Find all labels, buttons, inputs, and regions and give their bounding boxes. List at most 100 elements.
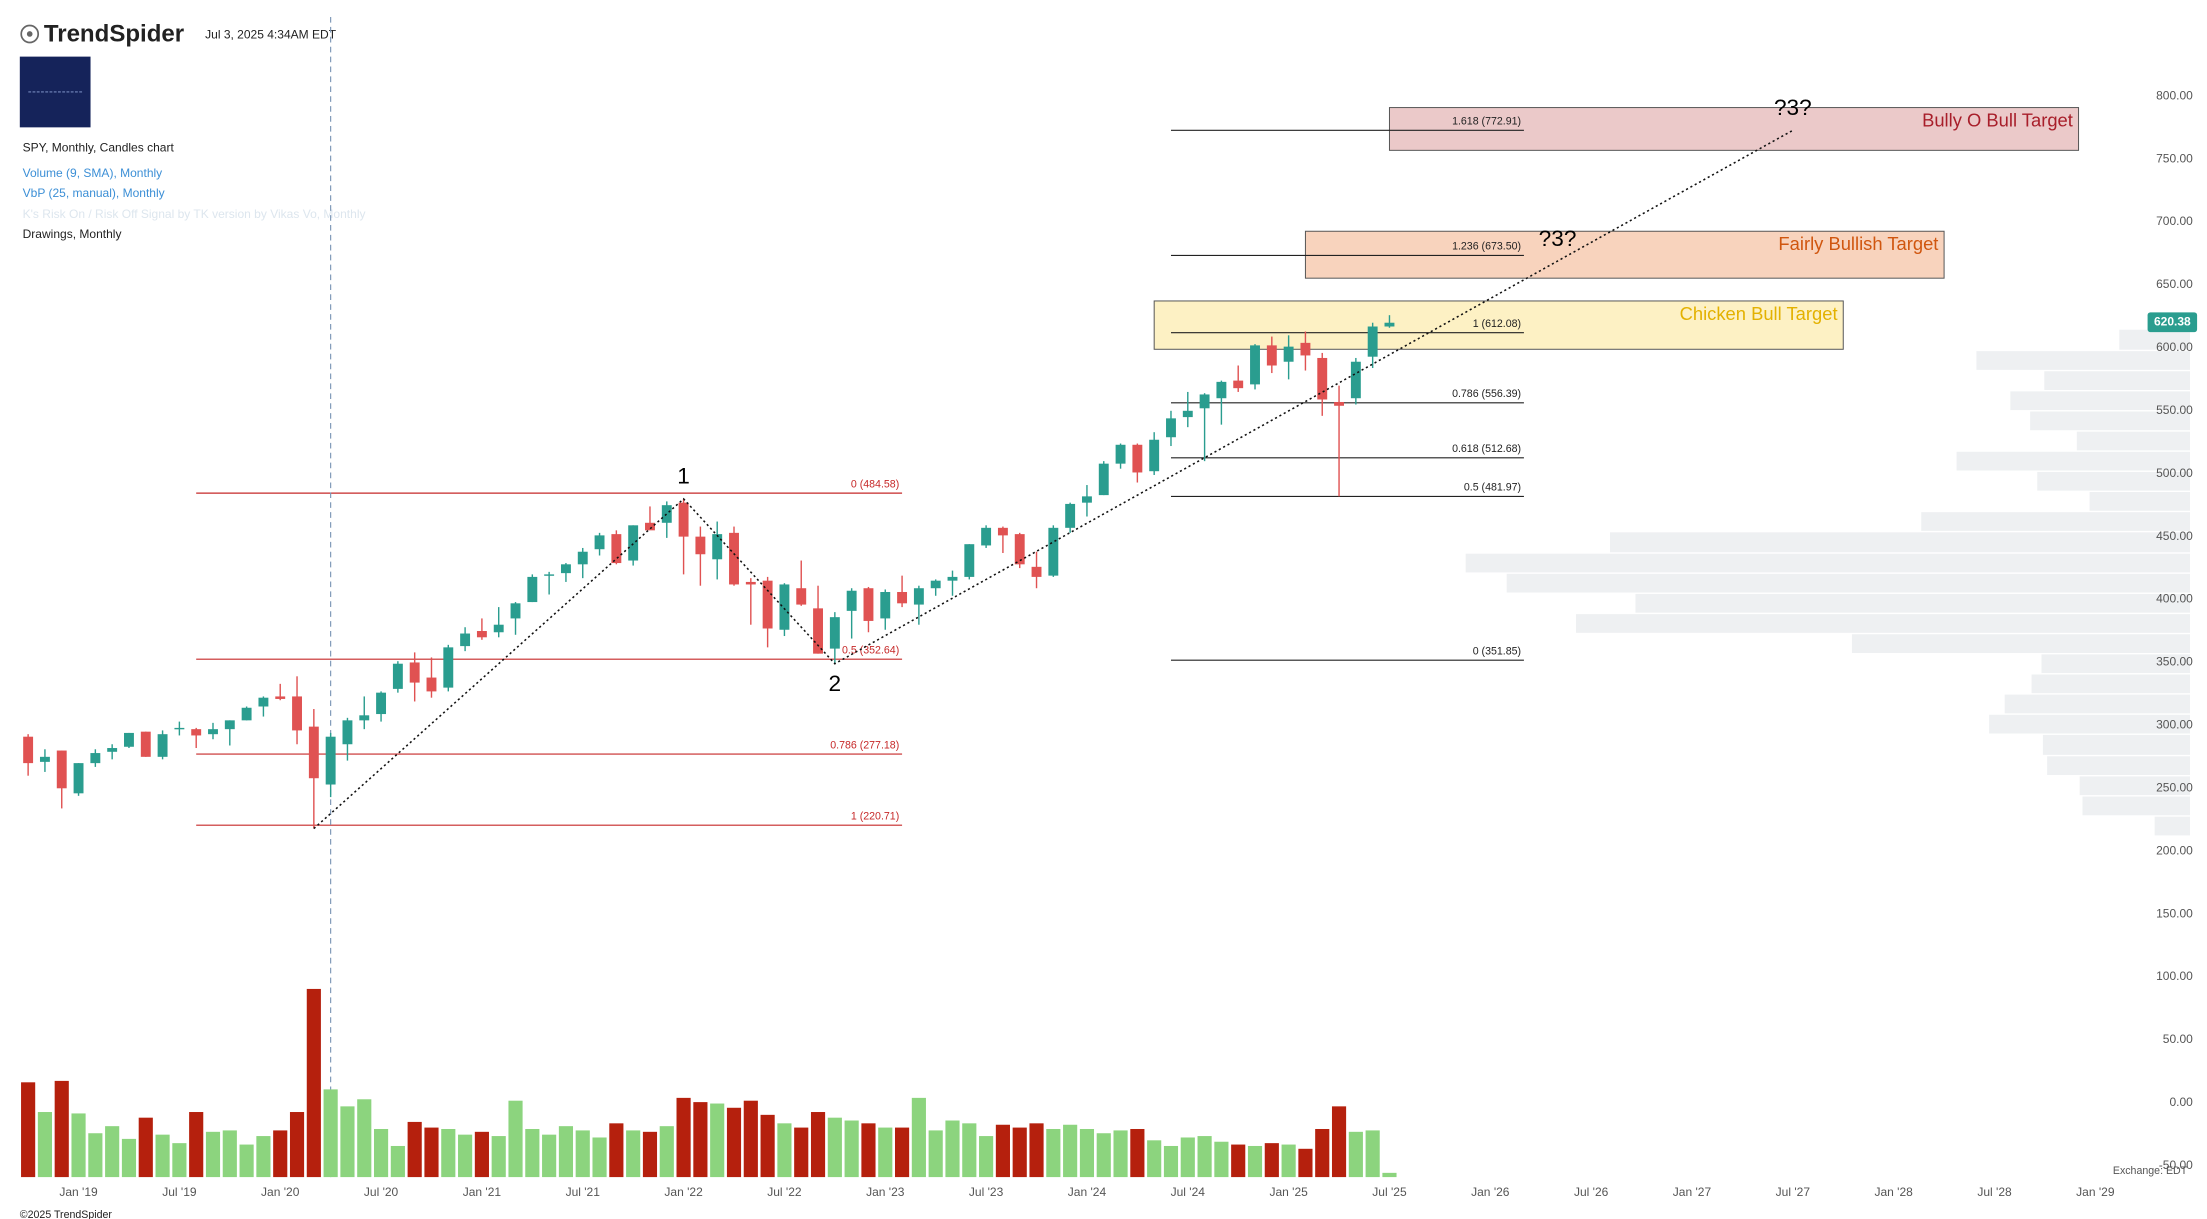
y-tick-label: 0.00 [2169, 1095, 2193, 1109]
volume-bar [693, 1102, 708, 1178]
volume-profile-bar [1506, 573, 2191, 593]
volume-bar [575, 1130, 590, 1178]
volume-profile-bar [2089, 492, 2191, 511]
y-tick-label: 800.00 [2156, 88, 2193, 102]
volume-bar [542, 1134, 557, 1178]
candle-body [224, 720, 235, 730]
candle-body [981, 527, 992, 546]
candle-body [913, 588, 924, 605]
x-tick-label: Jul '28 [1977, 1185, 2012, 1199]
volume-bar [458, 1134, 473, 1178]
volume-bar [659, 1126, 674, 1178]
volume-bar [1180, 1137, 1195, 1178]
brand: TrendSpider [44, 21, 184, 48]
candle-body [325, 736, 336, 785]
y-tick-label: 650.00 [2156, 277, 2193, 291]
volume-bar [726, 1107, 742, 1178]
candle-body [1031, 566, 1042, 577]
candle-body [174, 727, 185, 730]
volume-profile-bar [2154, 816, 2191, 836]
x-tick-label: Jul '19 [162, 1185, 197, 1199]
x-tick-label: Jan '19 [59, 1185, 98, 1199]
y-tick-label: -50.00 [2159, 1158, 2193, 1172]
wave-line [313, 129, 1794, 830]
exchange: Exchange: EDT [2113, 1165, 2188, 1177]
volume-bar [407, 1121, 422, 1178]
x-tick-label: Jul '25 [1372, 1185, 1407, 1199]
volume-bar [710, 1103, 725, 1178]
volume-bar [1247, 1145, 1263, 1178]
volume-bar [760, 1114, 775, 1178]
candle-body [1098, 463, 1109, 496]
volume-bar [777, 1123, 792, 1178]
candle-body [392, 663, 403, 689]
candle-body [493, 624, 504, 633]
volume-bar [1382, 1172, 1397, 1178]
fib-label: 0.786 (277.18) [830, 739, 899, 751]
candle-body [779, 584, 790, 630]
candle-body [140, 731, 151, 757]
volume-profile-bar [2031, 674, 2191, 694]
volume-profile-bar [1976, 351, 2191, 370]
volume-bar [1281, 1144, 1296, 1178]
candle-body [880, 591, 891, 619]
volume-profile-bar [1465, 553, 2191, 573]
x-tick-label: Jan '25 [1269, 1185, 1308, 1199]
volume-bar [894, 1127, 910, 1178]
candle-body [359, 715, 370, 721]
volume-bar [1264, 1143, 1279, 1178]
last-price-label: 620.38 [2154, 314, 2191, 328]
candle-body [762, 580, 773, 629]
fib-label: 1.618 (772.91) [1452, 116, 1521, 128]
volume-bar [1298, 1148, 1313, 1178]
wave-label: ?3? [1774, 95, 1812, 120]
volume-bar [1046, 1128, 1061, 1178]
volume-bar [1063, 1124, 1078, 1178]
volume-profile-bar [2044, 371, 2191, 390]
candle-body [23, 736, 34, 764]
volume-bar [155, 1134, 170, 1178]
volume-bar [1096, 1133, 1111, 1178]
volume-profile-bar [1609, 532, 2191, 553]
candle-body [90, 753, 101, 764]
volume-bar [626, 1130, 641, 1178]
volume-bar [676, 1097, 691, 1178]
candle-body [1300, 342, 1311, 356]
volume-bar [424, 1127, 439, 1178]
candle-body [1048, 527, 1059, 576]
volume-bar [1113, 1130, 1128, 1178]
x-tick-label: Jul '22 [767, 1185, 802, 1199]
candle-body [510, 603, 521, 619]
volume-bar [289, 1112, 305, 1178]
candle-body [1367, 326, 1378, 357]
candle-body [813, 608, 823, 654]
candle-body [897, 591, 908, 604]
y-tick-label: 250.00 [2156, 780, 2193, 794]
volume-profile-bar [2042, 734, 2191, 755]
y-tick-label: 400.00 [2156, 592, 2193, 606]
x-tick-label: Jan '24 [1068, 1185, 1107, 1199]
volume-bar [642, 1131, 658, 1178]
volume-bar [441, 1128, 456, 1178]
volume-bar [1331, 1106, 1347, 1178]
volume-bar [239, 1144, 254, 1178]
volume-bar [1163, 1145, 1179, 1178]
candle-body [1149, 439, 1160, 472]
volume-bar [995, 1124, 1010, 1178]
candle-body [308, 726, 319, 779]
volume-bar [189, 1112, 204, 1178]
y-tick-label: 750.00 [2156, 151, 2193, 165]
x-tick-label: Jul '27 [1776, 1185, 1811, 1199]
wave-label: 1 [677, 464, 690, 489]
candle-body [1115, 444, 1126, 464]
candle-body [1216, 381, 1227, 399]
chart-desc: SPY, Monthly, Candles chart [23, 141, 175, 155]
candle-body [729, 532, 739, 585]
indicator: VbP (25, manual), Monthly [23, 186, 165, 200]
volume-bar [340, 1106, 355, 1178]
y-tick-label: 200.00 [2156, 843, 2193, 857]
fib-label: 0.5 (352.64) [842, 644, 899, 656]
y-tick-label: 50.00 [2163, 1032, 2193, 1046]
candle-body [342, 720, 353, 745]
volume-bar [609, 1123, 624, 1178]
